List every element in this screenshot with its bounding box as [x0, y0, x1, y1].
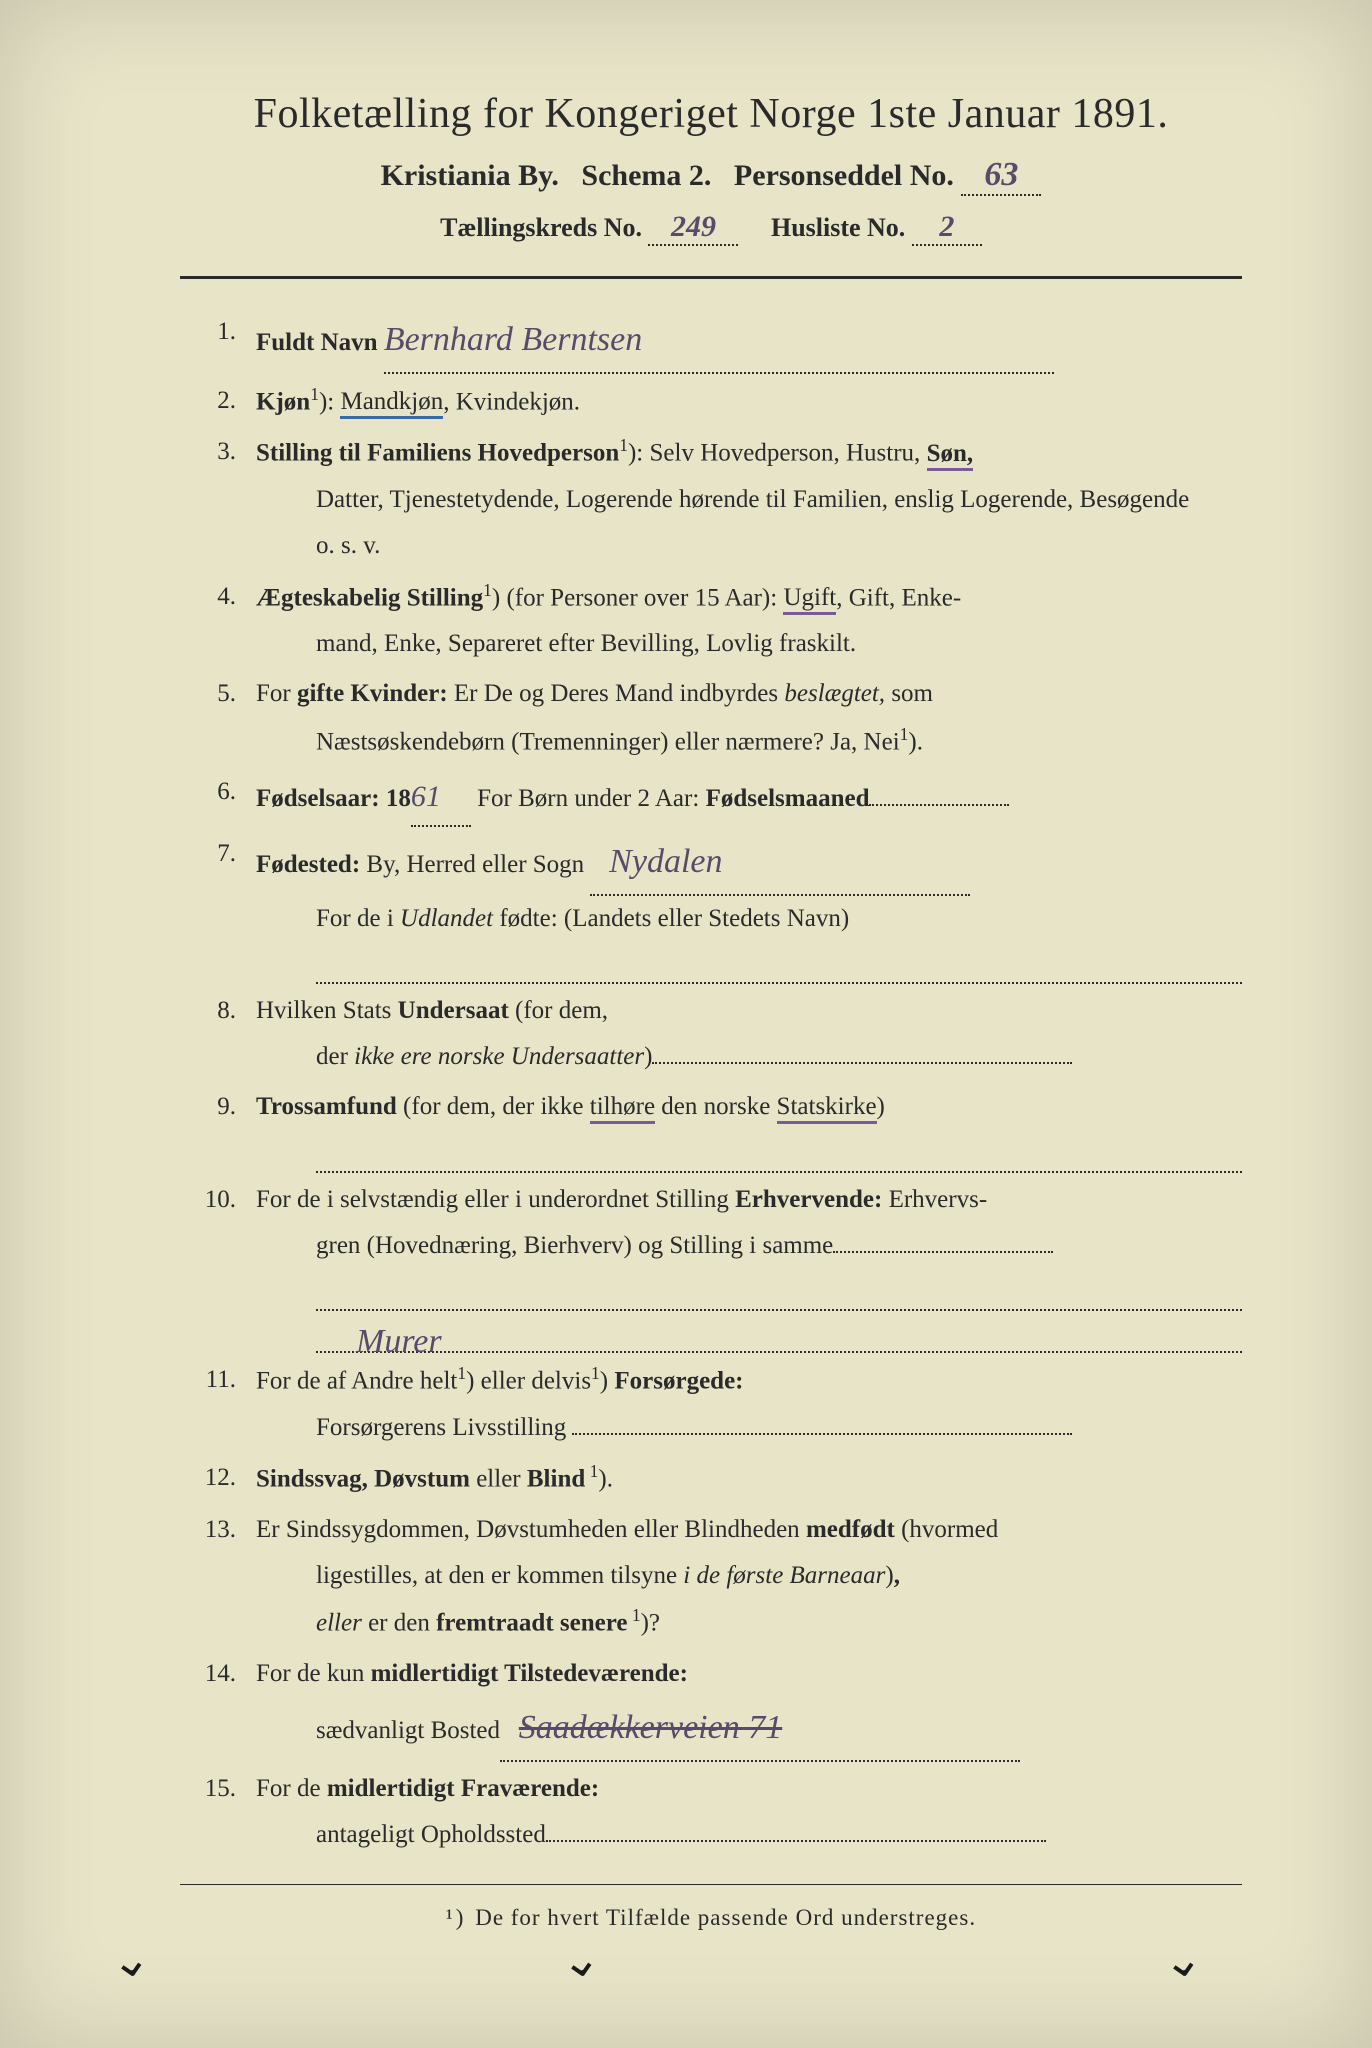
divider-top	[180, 276, 1242, 279]
item-9: 9. Trossamfund (for dem, der ikke tilhør…	[180, 1084, 1242, 1172]
person-no-value: 63	[961, 156, 1041, 196]
kreds-no-value: 249	[648, 210, 738, 246]
birthplace-value: Nydalen	[609, 831, 722, 894]
relation-selected: Søn,	[927, 440, 974, 471]
binding-mark-icon: ⌄	[555, 1929, 604, 1991]
title-sub: Kristiania By. Schema 2. Personseddel No…	[180, 156, 1242, 196]
item-3: 3. Stilling til Familiens Hovedperson1):…	[180, 429, 1242, 569]
binding-mark-icon: ⌄	[1157, 1929, 1206, 1991]
title-main: Folketælling for Kongeriget Norge 1ste J…	[180, 90, 1242, 138]
item-2: 2. Kjøn1): Mandkjøn, Kvindekjøn.	[180, 378, 1242, 426]
marital-selected: Ugift	[783, 584, 836, 615]
form-items: 1. Fuldt Navn Bernhard Berntsen 2. Kjøn1…	[180, 309, 1242, 1858]
birth-year-value: 61	[411, 769, 471, 827]
title-third: Tællingskreds No. 249 Husliste No. 2	[180, 210, 1242, 246]
item-12: 12. Sindssvag, Døvstum eller Blind 1).	[180, 1455, 1242, 1503]
item-8: 8. Hvilken Stats Undersaat (for dem, der…	[180, 988, 1242, 1081]
binding-mark-icon: ⌄	[105, 1929, 154, 1991]
item-13: 13. Er Sindssygdommen, Døvstumheden elle…	[180, 1507, 1242, 1647]
gender-selected: Mandkjøn	[340, 388, 443, 419]
residence-value: Saadækkerveien 71	[519, 1697, 782, 1760]
item-15: 15. For de midlertidigt Fraværende: anta…	[180, 1766, 1242, 1859]
item-6: 6. Fødselsaar: 1861 For Børn under 2 Aar…	[180, 769, 1242, 827]
census-form-page: Folketælling for Kongeriget Norge 1ste J…	[0, 0, 1372, 2048]
item-7: 7. Fødested: By, Herred eller Sogn Nydal…	[180, 831, 1242, 984]
full-name-value: Bernhard Berntsen	[384, 309, 642, 372]
item-14: 14. For de kun midlertidigt Tilstedevære…	[180, 1651, 1242, 1762]
item-11: 11. For de af Andre helt1) eller delvis1…	[180, 1357, 1242, 1451]
item-1: 1. Fuldt Navn Bernhard Berntsen	[180, 309, 1242, 374]
husliste-no-value: 2	[912, 210, 982, 246]
form-header: Folketælling for Kongeriget Norge 1ste J…	[180, 90, 1242, 246]
item-4: 4. Ægteskabelig Stilling1) (for Personer…	[180, 574, 1242, 668]
divider-bottom	[180, 1884, 1242, 1885]
footnote: ¹) De for hvert Tilfælde passende Ord un…	[180, 1905, 1242, 1931]
item-5: 5. For gifte Kvinder: Er De og Deres Man…	[180, 671, 1242, 765]
item-10: 10. For de i selvstændig eller i underor…	[180, 1177, 1242, 1354]
